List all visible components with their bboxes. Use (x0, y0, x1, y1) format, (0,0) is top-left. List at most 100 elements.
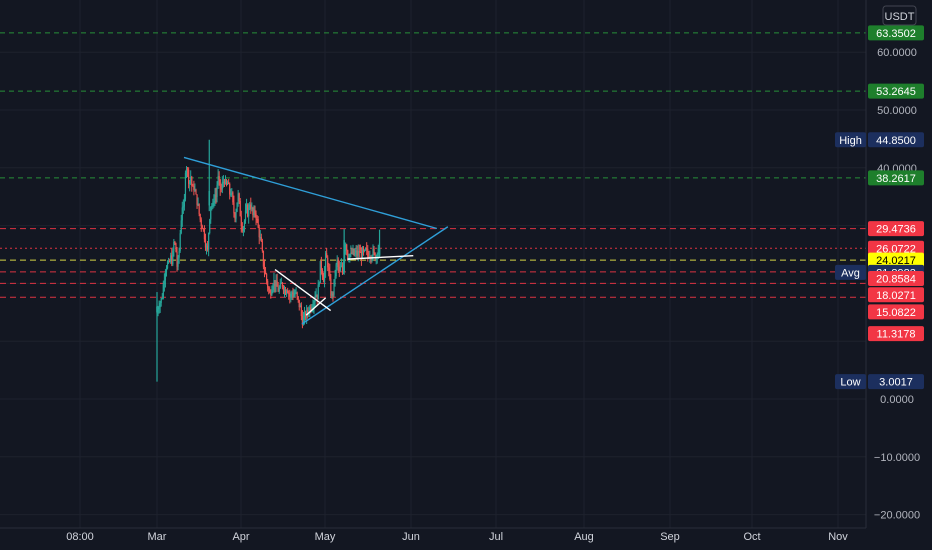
price-label-value: 63.3502 (876, 28, 916, 40)
candle-body (179, 233, 181, 251)
price-tag-label: Low (840, 377, 860, 389)
candle-body (355, 250, 357, 253)
candle-body (261, 241, 263, 251)
candle-body (164, 272, 167, 281)
price-label-value: 44.8500 (876, 135, 916, 147)
candle-body (316, 294, 318, 300)
candle-body (269, 289, 271, 293)
candle-body (201, 225, 203, 229)
candle-body (203, 228, 206, 240)
candle-body (170, 255, 172, 262)
price-tick-label: 60.0000 (877, 47, 917, 59)
price-label: 53.2645 (868, 83, 924, 99)
candle-body (282, 286, 285, 291)
candle-body (248, 207, 250, 217)
candle-body (158, 307, 160, 310)
candle-body (315, 294, 317, 297)
candle-body (240, 216, 242, 227)
candle-body (245, 204, 248, 211)
candle-body (334, 276, 336, 280)
candle-body (329, 270, 331, 280)
price-label: 29.4736 (868, 221, 924, 237)
candle-body (259, 236, 261, 238)
candle-body (225, 180, 228, 185)
candle-body (231, 192, 233, 195)
candle-body (346, 244, 348, 251)
candle-body (195, 190, 197, 195)
price-label-value: 15.0822 (876, 307, 916, 319)
candle-body (326, 253, 328, 258)
candle-body (332, 293, 334, 295)
price-label: 3.0017 Low (835, 374, 924, 390)
price-label-value: 53.2645 (876, 86, 916, 98)
candle-body (172, 250, 174, 265)
candle-body (189, 180, 191, 184)
candles (156, 139, 381, 382)
candle-body (242, 227, 245, 231)
price-label-box (868, 132, 924, 148)
candle-body (300, 305, 302, 317)
candle-body (186, 168, 189, 170)
time-tick-label: Mar (148, 531, 167, 543)
candle-body (270, 292, 272, 296)
candle-body (351, 252, 353, 254)
candle-body (247, 204, 249, 217)
candle-body (296, 292, 298, 297)
candle-body (208, 233, 210, 250)
time-tick-label: Sep (660, 531, 680, 543)
candle-body (284, 289, 287, 295)
candle-body (279, 283, 281, 288)
candle-body (193, 186, 195, 191)
candle-body (272, 285, 274, 291)
price-label-box (868, 252, 924, 268)
candle-body (192, 185, 194, 187)
candle-body (353, 248, 355, 256)
candle-body (321, 270, 324, 277)
candle-body (180, 220, 182, 234)
candle-body (323, 271, 326, 283)
candle-body (339, 266, 341, 272)
candle-body (362, 248, 365, 251)
candle-body (289, 293, 291, 297)
trendline (274, 268, 332, 312)
candle-body (293, 295, 295, 297)
candle-body (221, 182, 223, 190)
candle-body (325, 253, 327, 272)
candle-body (215, 194, 217, 198)
candle-body (265, 274, 268, 281)
candle-body (217, 175, 219, 185)
trendlines (183, 156, 449, 325)
candle-body (278, 287, 280, 292)
candle-body (167, 261, 170, 263)
time-tick-label: Apr (232, 531, 249, 543)
currency-button[interactable]: USDT (882, 5, 917, 26)
candle-body (156, 306, 158, 313)
candle-body (202, 228, 204, 230)
candle-body (185, 168, 188, 173)
candle-body (160, 298, 162, 303)
candle-body (250, 204, 252, 210)
candle-body (297, 296, 299, 300)
candle-body (184, 172, 187, 199)
candle-body (222, 181, 224, 183)
price-label-box (868, 304, 924, 320)
candle-body (165, 268, 168, 273)
candle-body (208, 190, 211, 206)
candle-body (169, 261, 171, 263)
currency-button-box[interactable] (882, 5, 917, 26)
candle-body (349, 254, 351, 259)
price-label: 11.3178 (868, 326, 924, 342)
candle-body (213, 200, 215, 203)
candle-body (194, 190, 196, 192)
candle-body (229, 183, 231, 195)
candle-body (197, 203, 199, 205)
candle-body (363, 250, 366, 252)
price-label: 44.8500 High (835, 132, 924, 148)
candle-body (288, 292, 290, 294)
candle-body (264, 271, 267, 275)
candle-body (273, 280, 275, 286)
candle-body (271, 290, 273, 296)
currency-label[interactable]: USDT (885, 11, 915, 23)
candle-body (253, 209, 255, 216)
